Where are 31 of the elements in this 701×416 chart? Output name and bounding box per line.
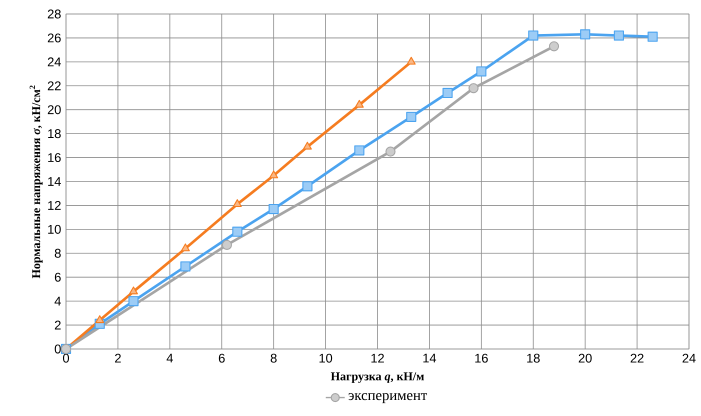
x-tick-label: 10 <box>320 354 332 363</box>
x-tick-label: 18 <box>527 354 540 363</box>
x-tick-label: 8 <box>270 354 277 363</box>
y-tick-label: 8 <box>54 248 61 258</box>
x-tick-label: 16 <box>475 354 488 363</box>
y-tick-label: 4 <box>54 296 61 306</box>
y-tick-label: 6 <box>54 272 61 282</box>
x-tick-label: 22 <box>630 354 644 363</box>
y-tick-label: 28 <box>48 10 61 18</box>
y-tick-label: 14 <box>48 177 61 186</box>
x-tick-label: 20 <box>578 354 592 363</box>
x-tick-label: 24 <box>682 354 696 363</box>
y-tick-label: 16 <box>48 153 61 162</box>
x-axis-title: Нагрузка q, кН/м <box>330 372 424 383</box>
x-tick-label: 0 <box>62 354 70 363</box>
y-tick-label: 0 <box>54 344 61 354</box>
y-axis-title: Нормальные напряжения σ, кН/см$^{2}$ <box>30 86 43 278</box>
y-tick-label: 20 <box>48 105 61 114</box>
x-tick-label: 14 <box>423 354 436 362</box>
x-tick-label: 2 <box>115 354 121 363</box>
x-tick-label: 12 <box>371 354 384 363</box>
y-tick-label: 10 <box>48 224 61 234</box>
y-tick-label: 12 <box>48 200 61 210</box>
y-tick-label: 2 <box>54 320 61 330</box>
y-tick-label: 22 <box>48 81 61 90</box>
y-tick-label: 26 <box>48 33 61 42</box>
x-tick-label: 4 <box>166 354 173 362</box>
y-tick-label: 18 <box>48 129 61 138</box>
x-tick-label: 6 <box>218 354 225 363</box>
y-tick-label: 24 <box>48 57 61 66</box>
legend-label: эксперимент <box>348 393 428 404</box>
